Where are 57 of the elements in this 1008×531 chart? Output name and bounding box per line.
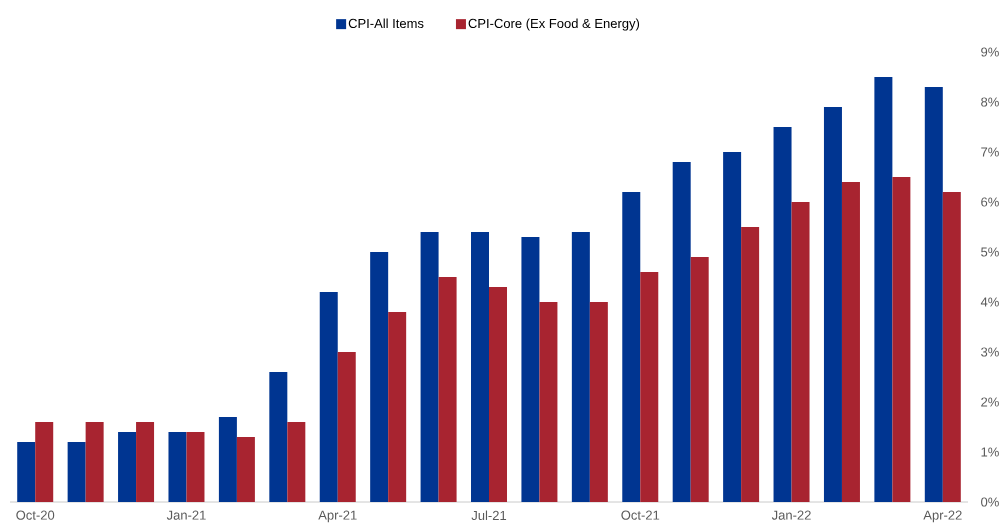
bar bbox=[168, 432, 187, 502]
bar bbox=[823, 107, 842, 502]
bar bbox=[17, 442, 36, 502]
bar bbox=[791, 202, 810, 502]
x-tick-label: Jul-21 bbox=[471, 510, 507, 521]
bar bbox=[539, 302, 558, 502]
x-tick-label: Oct-20 bbox=[16, 510, 55, 520]
legend-label: CPI-Core (Ex Food & Energy) bbox=[468, 18, 640, 31]
bar bbox=[337, 352, 356, 502]
bar bbox=[67, 442, 86, 502]
bar bbox=[118, 432, 137, 502]
bar bbox=[892, 177, 911, 502]
bar bbox=[690, 257, 709, 502]
x-tick-label: Jan-22 bbox=[771, 510, 811, 520]
x-tick-label: Jan-21 bbox=[166, 510, 206, 520]
bar bbox=[420, 232, 439, 502]
bar bbox=[269, 372, 288, 502]
y-tick-label: 8% bbox=[981, 97, 999, 107]
bar bbox=[622, 192, 641, 502]
y-tick-label: 0% bbox=[981, 497, 999, 507]
bar bbox=[640, 272, 659, 502]
bar bbox=[388, 312, 407, 502]
bar bbox=[741, 227, 760, 502]
bar bbox=[471, 232, 489, 502]
y-tick-label: 5% bbox=[981, 247, 999, 257]
x-tick-label: Oct-21 bbox=[621, 510, 660, 520]
bar bbox=[136, 422, 155, 502]
bar bbox=[370, 252, 389, 502]
bar bbox=[723, 152, 742, 502]
x-tick-label: Apr-22 bbox=[923, 510, 962, 523]
legend-label: CPI-All Items bbox=[348, 18, 424, 28]
x-tick-label: Apr-21 bbox=[318, 510, 357, 523]
y-tick-label: 6% bbox=[981, 197, 999, 207]
y-tick-label: 4% bbox=[980, 297, 999, 307]
y-tick-label: 3% bbox=[981, 347, 999, 357]
y-tick-label: 9% bbox=[981, 47, 999, 57]
bar bbox=[942, 192, 961, 502]
bar bbox=[319, 292, 338, 502]
y-tick-label: 7% bbox=[981, 147, 999, 157]
bar bbox=[924, 87, 943, 502]
y-tick-label: 2% bbox=[981, 397, 999, 407]
y-tick-label: 1% bbox=[981, 447, 999, 457]
bar bbox=[438, 277, 457, 502]
bar bbox=[236, 437, 255, 502]
bar bbox=[35, 422, 54, 502]
bar bbox=[571, 232, 590, 502]
bar bbox=[874, 77, 893, 502]
bar bbox=[672, 162, 691, 502]
bar bbox=[489, 287, 507, 502]
bar bbox=[218, 417, 237, 502]
bar bbox=[589, 302, 608, 502]
bar bbox=[521, 237, 540, 502]
bar bbox=[773, 127, 792, 502]
bar bbox=[186, 432, 205, 502]
bar bbox=[287, 422, 306, 502]
bar bbox=[841, 182, 860, 502]
bar bbox=[85, 422, 104, 502]
